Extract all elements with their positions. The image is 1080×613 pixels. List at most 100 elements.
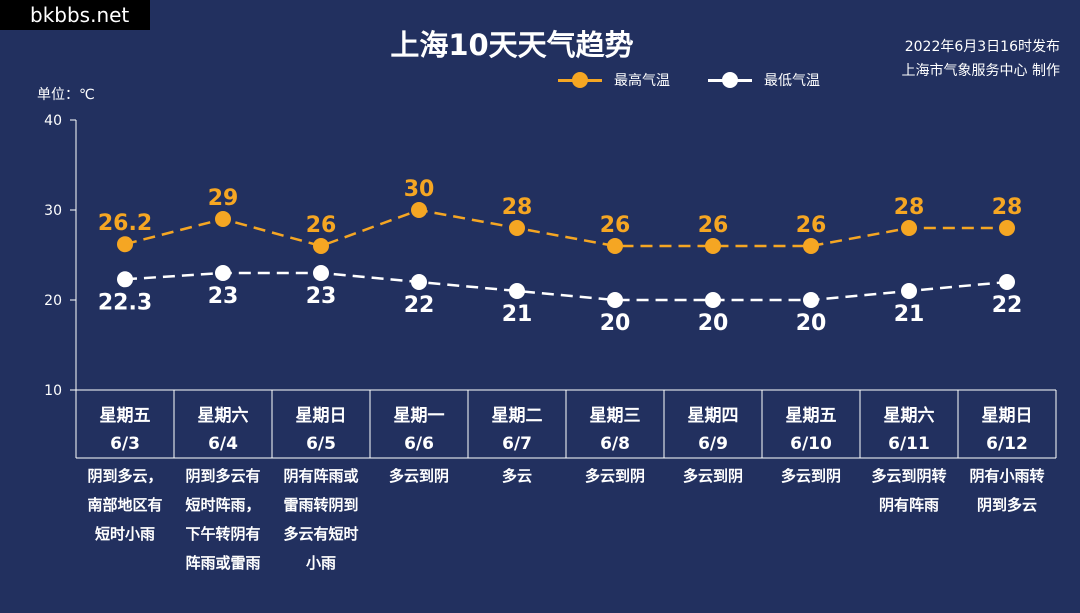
y-tick-label: 30 [44,203,62,219]
data-label-high: 26 [698,213,729,238]
data-label-low: 20 [698,311,729,336]
weather-description: 多云到阴 [762,462,860,491]
data-label-high: 30 [404,177,435,202]
data-point-low [215,265,231,281]
data-point-low [313,265,329,281]
weekday-label: 星期六 [198,405,249,426]
weekday-label: 星期四 [688,406,739,426]
weather-description-line: 短时阵雨， [185,496,261,514]
data-label-high: 29 [208,186,239,211]
data-label-low: 22 [992,293,1023,318]
legend-item-high: 最高气温 [558,70,670,90]
date-label: 6/9 [698,434,728,454]
data-point-high [999,220,1015,236]
publisher-info: 2022年6月3日16时发布 上海市气象服务中心 制作 [902,35,1060,83]
series-line-low [124,271,1008,302]
data-label-low: 22.3 [98,290,152,315]
date-label: 6/5 [306,434,336,454]
data-label-high: 26.2 [98,211,152,236]
data-point-low [411,274,427,290]
data-point-low [705,292,721,308]
data-point-low [803,292,819,308]
data-point-low [509,283,525,299]
legend-high-label: 最高气温 [614,73,670,89]
date-label: 6/7 [502,434,532,454]
weather-description: 阴到多云， 南部地区有 短时小雨 [76,462,174,549]
weather-description: 阴有小雨转 阴到多云 [958,462,1056,520]
date-label: 6/6 [404,434,434,454]
data-point-low [901,283,917,299]
data-label-low: 23 [306,284,337,309]
weather-description: 多云到阴 [370,462,468,491]
weekday-label: 星期五 [100,406,151,426]
weather-description-line: 多云到阴 [388,467,449,485]
watermark: bkbbs.net [0,0,150,30]
y-tick-label: 10 [44,383,62,399]
data-label-low: 21 [894,302,925,327]
weekday-label: 星期三 [590,406,641,426]
y-tick-label: 40 [44,113,62,129]
data-label-low: 23 [208,284,239,309]
weather-description: 多云到阴 [566,462,664,491]
series-line-high [124,208,1007,248]
weather-description-line: 多云有短时 [283,525,359,543]
data-point-low [117,271,133,288]
data-point-high [411,202,427,218]
weather-description-line: 短时小雨 [94,525,155,543]
weather-description-line: 阴到多云 [976,496,1037,514]
data-label-high: 26 [306,213,337,238]
weather-description: 多云到阴转 阴有阵雨 [860,462,958,520]
weather-description: 阴有阵雨或雷雨转阴到多云有短时小雨 [272,462,370,578]
date-label: 6/11 [888,434,930,454]
date-label: 6/3 [110,434,140,454]
data-label-high: 28 [502,195,533,220]
weather-description-line: 多云到阴 [780,467,841,485]
weather-description-line: 多云到阴转 [871,467,947,485]
date-label: 6/10 [790,434,832,454]
data-point-low [607,292,623,308]
weather-description-line: 多云到阴 [682,467,743,485]
data-point-high [313,238,329,254]
weather-description: 多云 [468,462,566,491]
weekday-label: 星期日 [982,406,1033,426]
date-label: 6/8 [600,434,630,454]
data-point-high [607,238,623,254]
data-label-high: 26 [796,213,827,238]
data-label-low: 22 [404,293,435,318]
weather-description-line: 多云到阴 [584,467,645,485]
weather-description-line: 阴到多云有 [185,467,261,485]
data-label-low: 20 [796,311,827,336]
legend-low-label: 最低气温 [764,73,820,89]
data-point-high [509,220,525,236]
date-label: 6/4 [208,434,238,454]
weather-description-line: 阵雨或雷雨 [185,554,261,572]
weather-description: 阴到多云有短时阵雨， 下午转阴有阵雨或雷雨 [174,462,272,578]
unit-label: 单位：℃ [37,87,95,103]
data-label-high: 28 [894,195,925,220]
data-label-low: 21 [502,302,533,327]
publish-time: 2022年6月3日16时发布 [904,39,1060,55]
weather-description-line: 阴有小雨转 [969,467,1045,485]
data-point-high [803,238,819,254]
legend-item-low: 最低气温 [708,70,820,90]
data-label-low: 20 [600,311,631,336]
chart-title: 上海10天天气趋势 [390,28,634,62]
data-point-high [901,220,917,236]
weather-description-line: 南部地区有 [87,496,163,514]
data-label-high: 28 [992,195,1023,220]
data-point-high [117,236,133,253]
data-label-high: 26 [600,213,631,238]
weekday-label: 星期二 [492,406,543,426]
data-point-high [705,238,721,254]
weather-description-line: 小雨 [305,554,336,572]
weekday-label: 星期日 [296,406,347,426]
publisher-name: 上海市气象服务中心 制作 [901,63,1060,79]
weekday-label: 星期一 [394,406,445,426]
weather-description-line: 阴有阵雨 [878,496,939,514]
weather-description-line: 下午转阴有 [185,525,261,543]
weekday-label: 星期五 [786,406,837,426]
legend-high-symbol [558,70,602,90]
weather-description-line: 雷雨转阴到 [283,496,359,514]
weather-description-line: 阴有阵雨或 [283,467,359,485]
